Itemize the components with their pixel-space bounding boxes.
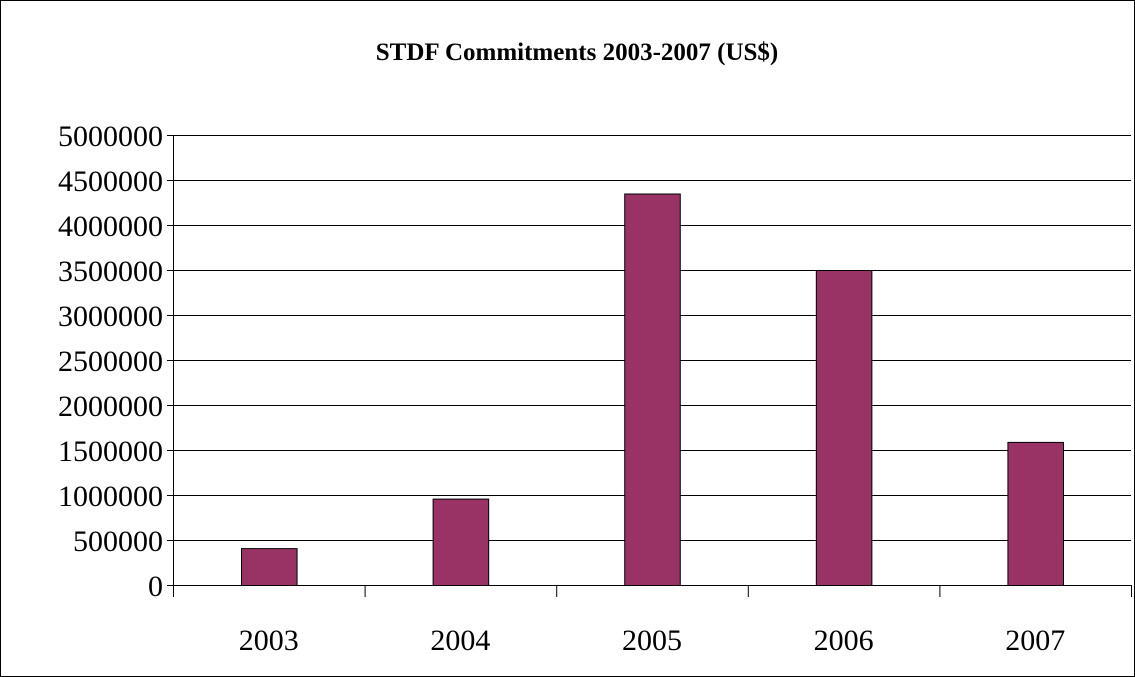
x-tick-label: 2005	[622, 624, 682, 657]
y-tick-label: 2500000	[58, 345, 163, 378]
y-tick-label: 0	[148, 570, 163, 603]
x-tick-label: 2004	[430, 624, 490, 657]
x-tick-labels: 2003 2004 2005 2006 2007	[239, 624, 1065, 657]
y-tick-label: 3500000	[58, 255, 163, 288]
bar-2005	[624, 193, 681, 586]
y-tick-label: 500000	[73, 525, 163, 558]
bar-2006	[815, 270, 873, 586]
y-tick-label: 4000000	[58, 210, 163, 243]
y-tick-label: 2000000	[58, 390, 163, 423]
y-tick-label: 4500000	[58, 165, 163, 198]
x-tick-label: 2007	[1005, 624, 1065, 657]
x-tick-label: 2003	[239, 624, 299, 657]
y-tick-labels: 0 500000 1000000 1500000 2000000 2500000 30000…	[58, 120, 163, 603]
y-tick-label: 3000000	[58, 300, 163, 333]
chart-title: STDF Commitments 2003-2007 (US$)	[376, 39, 779, 66]
bar-2004	[432, 498, 490, 587]
y-tick-label: 1500000	[58, 435, 163, 468]
bar-2007	[1007, 441, 1064, 586]
y-tick-label: 1000000	[58, 480, 163, 513]
axes	[167, 135, 1132, 597]
x-tick-label: 2006	[814, 624, 874, 657]
bar-2003	[241, 548, 298, 586]
y-tick-label: 5000000	[58, 120, 163, 153]
